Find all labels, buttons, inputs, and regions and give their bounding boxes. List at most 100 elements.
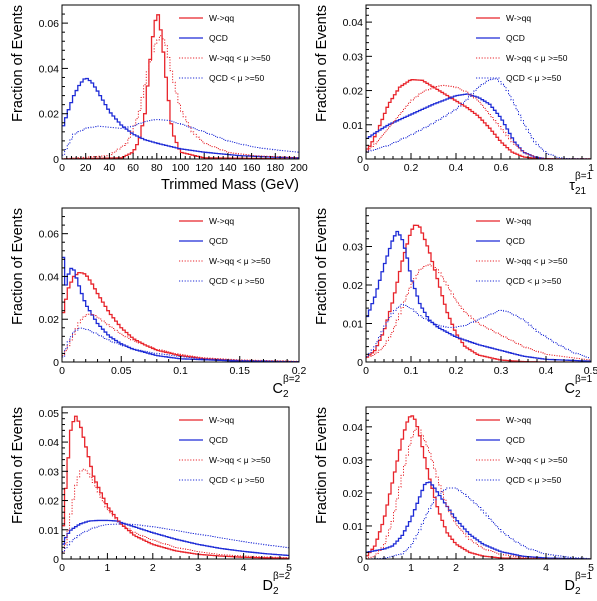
legend: W->qq QCD W->qq < μ >=50 QCD < μ >=50 bbox=[476, 13, 568, 83]
x-tick-label: 60 bbox=[127, 162, 139, 174]
y-tick-label: 0.01 bbox=[343, 521, 364, 533]
series-line-3 bbox=[62, 313, 299, 362]
x-tick-label: 140 bbox=[219, 162, 237, 174]
x-tick-label: 100 bbox=[172, 162, 190, 174]
series-line-2 bbox=[366, 93, 591, 159]
x-tick-label: 200 bbox=[290, 162, 308, 174]
x-axis-label-superscript: β=2 bbox=[283, 374, 301, 385]
series-group bbox=[366, 415, 591, 559]
x-tick-label: 120 bbox=[195, 162, 213, 174]
y-tick-label: 0.03 bbox=[343, 455, 364, 467]
x-tick-label: 0.3 bbox=[494, 365, 509, 377]
x-tick-label: 0.2 bbox=[404, 162, 419, 174]
series-group bbox=[366, 78, 591, 159]
series-line-2 bbox=[62, 77, 299, 159]
y-tick-label: 0.03 bbox=[343, 242, 364, 254]
legend-label: QCD < μ >=50 bbox=[209, 73, 264, 83]
x-axis-label-superscript: β=1 bbox=[575, 571, 593, 582]
y-tick-label: 0.02 bbox=[39, 314, 60, 326]
x-axis-label-superscript: β=2 bbox=[273, 571, 291, 582]
legend-label: W->qq < μ >=50 bbox=[209, 256, 271, 266]
x-tick-label: 4 bbox=[543, 562, 549, 574]
legend-label: QCD bbox=[209, 236, 228, 246]
y-tick-label: 0 bbox=[53, 554, 59, 566]
x-tick-label: 1 bbox=[588, 162, 594, 174]
legend: W->qq QCD W->qq < μ >=50 QCD < μ >=50 bbox=[476, 415, 568, 485]
x-tick-label: 40 bbox=[104, 162, 116, 174]
legend-label: W->qq bbox=[209, 13, 234, 23]
plot-frame bbox=[365, 406, 592, 560]
y-axis-label: Fraction of Events bbox=[10, 208, 26, 325]
x-axis-label-subscript: 2 bbox=[273, 586, 279, 597]
legend-label: QCD bbox=[506, 33, 525, 43]
series-line-3 bbox=[62, 35, 299, 159]
y-tick-label: 0.03 bbox=[39, 466, 60, 478]
series-line-2 bbox=[62, 256, 299, 362]
y-tick-label: 0.02 bbox=[343, 488, 364, 500]
panel-2: 0 0.2 0.4 0.6 0.8 1 0 0.01 0.02 0.03 0.04 Fraction … bbox=[314, 4, 594, 197]
x-tick-label: 0.6 bbox=[494, 162, 509, 174]
panel-6: 0 1 2 3 4 5 0 0.01 0.02 0.03 0.04 Fraction of Event… bbox=[314, 406, 594, 597]
y-tick-label: 0 bbox=[357, 554, 363, 566]
x-axis-label-subscript: 2 bbox=[283, 389, 289, 400]
y-axis-label: Fraction of Events bbox=[314, 208, 330, 325]
x-tick-label: 0 bbox=[59, 562, 65, 574]
y-tick-label: 0.04 bbox=[39, 437, 60, 449]
panel-1: 0 20 40 60 80 100 120 140 160 180 200 0 0.02 0.04 0.06… bbox=[10, 4, 308, 193]
series-line-1 bbox=[366, 224, 591, 362]
series-line-4 bbox=[62, 118, 299, 156]
legend-label: W->qq bbox=[506, 216, 531, 226]
legend-label: W->qq bbox=[209, 216, 234, 226]
legend: W->qq QCD W->qq < μ >=50 QCD < μ >=50 bbox=[179, 415, 271, 485]
y-axis-label: Fraction of Events bbox=[10, 407, 26, 524]
x-tick-label: 0.15 bbox=[230, 365, 251, 377]
y-tick-label: 0.01 bbox=[343, 120, 364, 132]
y-tick-label: 0.04 bbox=[39, 63, 60, 75]
x-tick-label: 0.1 bbox=[404, 365, 419, 377]
x-tick-label: 0 bbox=[363, 365, 369, 377]
x-axis-label-subscript: 2 bbox=[575, 586, 581, 597]
x-tick-label: 0.2 bbox=[292, 365, 307, 377]
x-tick-label: 0.05 bbox=[111, 365, 132, 377]
legend-label: W->qq < μ >=50 bbox=[506, 256, 568, 266]
x-tick-label: 1 bbox=[408, 562, 414, 574]
x-tick-label: 3 bbox=[498, 562, 504, 574]
x-tick-label: 80 bbox=[151, 162, 163, 174]
x-tick-label: 0.8 bbox=[539, 162, 554, 174]
x-axis-label: C bbox=[565, 381, 575, 397]
panel-5: 0 1 2 3 4 5 0 0.01 0.02 0.03 0.04 0.05 Fraction of E… bbox=[10, 406, 292, 597]
y-tick-label: 0.04 bbox=[39, 271, 60, 283]
x-tick-label: 0.1 bbox=[173, 365, 188, 377]
x-tick-label: 0.4 bbox=[449, 162, 464, 174]
series-group bbox=[62, 415, 289, 559]
y-tick-label: 0.06 bbox=[39, 229, 60, 241]
y-tick-label: 0.05 bbox=[39, 408, 60, 420]
series-line-3 bbox=[366, 428, 591, 559]
panel-4: 0 0.1 0.2 0.3 0.4 0.5 0 0.01 0.02 0.03 Fraction of… bbox=[314, 207, 597, 400]
x-tick-label: 5 bbox=[286, 562, 292, 574]
series-line-3 bbox=[62, 468, 289, 559]
legend-label: QCD bbox=[506, 435, 525, 445]
x-tick-label: 0 bbox=[363, 162, 369, 174]
y-tick-label: 0 bbox=[53, 154, 59, 166]
series-line-4 bbox=[366, 78, 591, 159]
legend-label: W->qq < μ >=50 bbox=[209, 53, 271, 63]
x-axis-label: D bbox=[263, 578, 273, 594]
x-tick-label: 160 bbox=[243, 162, 261, 174]
x-tick-label: 2 bbox=[453, 562, 459, 574]
x-axis-label-subscript: 2 bbox=[575, 389, 581, 400]
y-axis-label: Fraction of Events bbox=[10, 5, 26, 122]
y-tick-label: 0 bbox=[357, 154, 363, 166]
x-axis-label-superscript: β=1 bbox=[575, 171, 593, 182]
legend-label: W->qq < μ >=50 bbox=[209, 455, 271, 465]
x-tick-label: 0.4 bbox=[539, 365, 554, 377]
series-line-1 bbox=[366, 415, 591, 559]
series-line-2 bbox=[366, 481, 591, 559]
x-axis-label-subscript: 21 bbox=[575, 186, 587, 197]
legend-label: W->qq bbox=[506, 415, 531, 425]
y-tick-label: 0.04 bbox=[343, 17, 364, 29]
x-tick-label: 180 bbox=[267, 162, 285, 174]
x-axis-label-superscript: β=1 bbox=[575, 374, 593, 385]
legend-label: QCD < μ >=50 bbox=[506, 73, 561, 83]
